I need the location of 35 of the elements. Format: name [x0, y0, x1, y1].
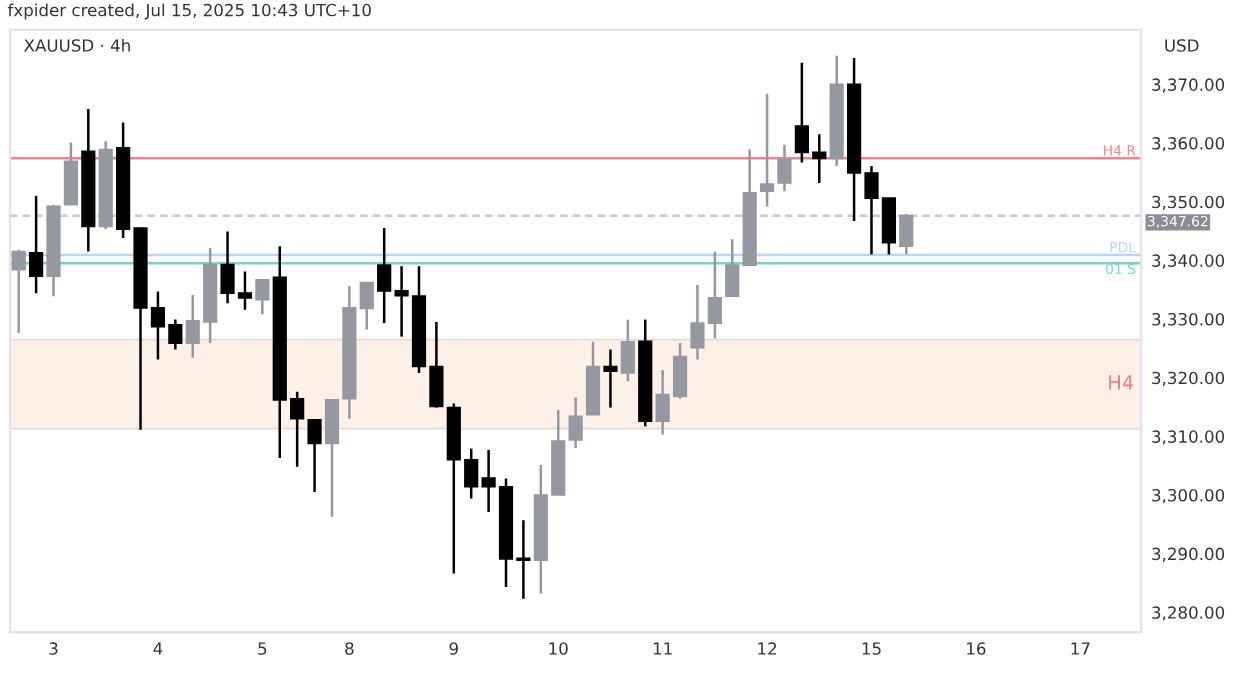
y-tick-label: 3,290.00	[1152, 547, 1225, 562]
y-tick-label: 3,350.00	[1152, 195, 1225, 210]
candlestick	[359, 281, 374, 331]
x-tick-label: 5	[258, 642, 267, 655]
x-tick-label: 10	[549, 642, 568, 655]
candlestick	[568, 396, 583, 450]
candlestick	[255, 278, 270, 316]
x-tick-label: 12	[758, 642, 776, 655]
x-tick-label: 4	[153, 642, 163, 655]
y-tick-label: 3,300.00	[1152, 488, 1225, 504]
y-tick-label: 3,310.00	[1152, 430, 1225, 445]
x-tick-label: 9	[449, 642, 458, 655]
y-tick-label: 3,370.00	[1152, 78, 1225, 93]
y-tick-label: 3,280.00	[1152, 606, 1225, 621]
candlestick	[29, 194, 44, 295]
y-tick-label: 3,320.00	[1152, 371, 1225, 386]
y-tick-label: 3,340.00	[1152, 254, 1225, 269]
x-tick-label: 3	[49, 642, 58, 655]
x-tick-label: 8	[345, 642, 354, 655]
y-tick-label: 3,330.00	[1152, 312, 1225, 328]
x-tick-label: 16	[967, 642, 986, 655]
candlestick	[11, 248, 26, 335]
candlestick	[725, 237, 740, 298]
x-tick-label: 11	[653, 642, 672, 655]
text: fxpider created, Jul 15, 2025 10:43 UTC+10	[7, 3, 371, 20]
y-tick-label: 3,360.00	[1152, 137, 1225, 152]
candlestick	[63, 141, 79, 206]
x-tick-label: 15	[862, 642, 881, 655]
candlestick	[620, 318, 635, 383]
candlestick	[899, 212, 914, 256]
chart-title: XAUUSD · 4h	[24, 38, 130, 52]
x-tick-label: 17	[1071, 642, 1090, 655]
band-label: H4	[1109, 375, 1134, 390]
y-axis-title: USD	[1165, 39, 1199, 52]
candlestick	[603, 348, 618, 409]
